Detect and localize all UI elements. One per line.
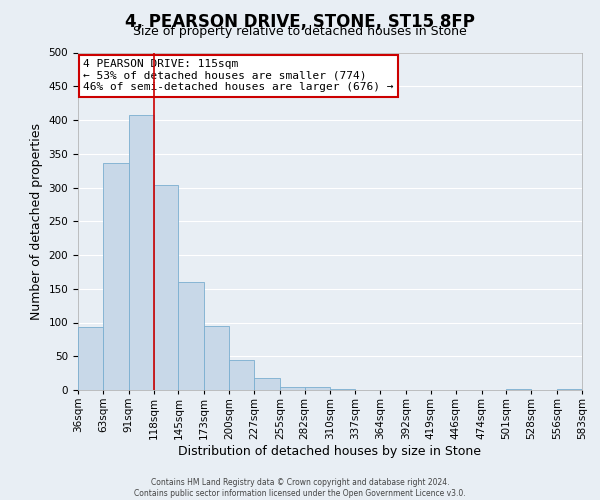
Bar xyxy=(204,326,229,390)
Bar xyxy=(305,388,331,390)
Bar xyxy=(331,388,355,390)
Bar xyxy=(78,327,103,390)
Y-axis label: Number of detached properties: Number of detached properties xyxy=(30,122,43,320)
Bar xyxy=(128,114,154,390)
Bar xyxy=(154,185,178,390)
Bar xyxy=(557,388,582,390)
Text: 4, PEARSON DRIVE, STONE, ST15 8FP: 4, PEARSON DRIVE, STONE, ST15 8FP xyxy=(125,12,475,30)
Bar xyxy=(103,163,128,390)
Bar xyxy=(178,282,204,390)
Bar xyxy=(280,386,305,390)
Text: 4 PEARSON DRIVE: 115sqm
← 53% of detached houses are smaller (774)
46% of semi-d: 4 PEARSON DRIVE: 115sqm ← 53% of detache… xyxy=(83,59,394,92)
Text: Contains HM Land Registry data © Crown copyright and database right 2024.
Contai: Contains HM Land Registry data © Crown c… xyxy=(134,478,466,498)
Bar xyxy=(506,388,532,390)
Bar xyxy=(254,378,280,390)
X-axis label: Distribution of detached houses by size in Stone: Distribution of detached houses by size … xyxy=(179,444,482,458)
Bar xyxy=(229,360,254,390)
Text: Size of property relative to detached houses in Stone: Size of property relative to detached ho… xyxy=(133,25,467,38)
